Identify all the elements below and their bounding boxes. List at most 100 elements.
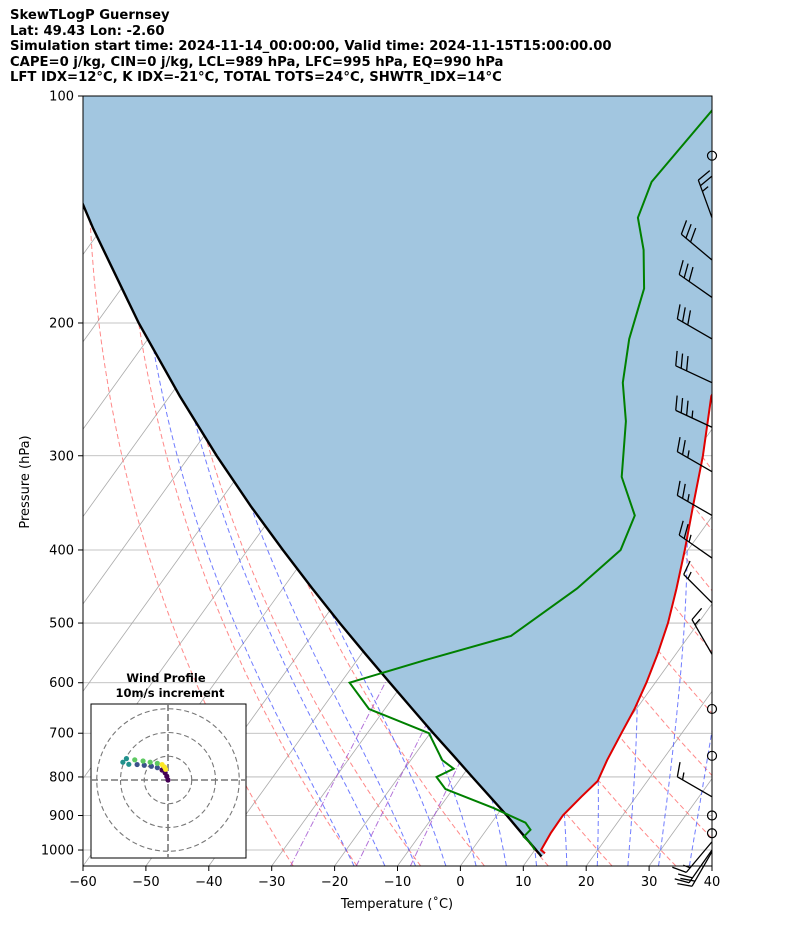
hodograph-point bbox=[132, 757, 138, 763]
wind-barb-half-flag bbox=[694, 618, 701, 626]
isotherm-line bbox=[0, 96, 71, 866]
wind-profile-inset: Wind Profile 10m/s increment bbox=[90, 671, 247, 859]
wind-barb-flag bbox=[678, 520, 684, 536]
wind-barb-flag bbox=[699, 175, 713, 187]
y-tick-label: 300 bbox=[49, 449, 74, 464]
temperature-profile-line bbox=[539, 392, 712, 855]
y-tick-label: 200 bbox=[49, 316, 74, 331]
wind-barb-flag bbox=[675, 395, 678, 411]
wind-barb-flag bbox=[685, 355, 689, 371]
hodograph-point bbox=[147, 759, 153, 765]
location-line: Lat: 49.43 Lon: -2.60 bbox=[10, 23, 165, 39]
hodograph-point bbox=[140, 758, 146, 764]
title-block: SkewTLogP Guernsey Lat: 49.43 Lon: -2.60… bbox=[10, 8, 612, 86]
wind-barb bbox=[675, 350, 713, 384]
chart-title: SkewTLogP Guernsey bbox=[10, 8, 170, 23]
wind-barb bbox=[675, 395, 713, 428]
wind-barb-flag bbox=[683, 263, 689, 279]
wind-barb-staff bbox=[697, 179, 713, 218]
wind-barb bbox=[672, 841, 713, 873]
inset-subtitle: 10m/s increment bbox=[116, 686, 225, 700]
hodograph-point bbox=[120, 759, 126, 765]
cape-layer bbox=[83, 96, 712, 857]
hodograph-ring bbox=[96, 708, 240, 852]
hodograph-point bbox=[134, 761, 140, 768]
wind-barb-half-flag bbox=[702, 186, 709, 192]
wind-barb-staff bbox=[688, 849, 713, 884]
hodograph-point bbox=[148, 763, 154, 769]
wind-barb-calm bbox=[706, 810, 718, 821]
x-tick-label: −30 bbox=[258, 875, 285, 890]
wind-barb-flag bbox=[680, 877, 696, 882]
parcel-profile-line bbox=[83, 201, 543, 858]
x-tick-label: −60 bbox=[69, 875, 96, 890]
x-axis-ticks: −60 −50 −40 −30 −20 −10 0 10 20 30 40 bbox=[69, 866, 720, 890]
wind-barb-staff bbox=[683, 574, 713, 604]
wind-barb-staff bbox=[677, 451, 713, 473]
wind-barb-calm bbox=[706, 828, 718, 839]
x-tick-label: −40 bbox=[195, 875, 222, 890]
wind-barb-staff bbox=[677, 776, 713, 798]
wind-barb bbox=[678, 260, 713, 298]
wind-barb-flag bbox=[677, 873, 693, 879]
wind-barb-flag bbox=[674, 878, 690, 884]
indices-line-1: CAPE=0 j/kg, CIN=0 j/kg, LCL=989 hPa, LF… bbox=[10, 54, 504, 70]
y-tick-label: 100 bbox=[49, 90, 74, 105]
inset-title: Wind Profile bbox=[126, 671, 206, 685]
wind-barb-flag bbox=[676, 762, 681, 777]
hodograph-point bbox=[123, 756, 130, 762]
hodograph-point bbox=[154, 765, 160, 771]
wind-barb-flag bbox=[672, 866, 687, 873]
wind-barb-flag bbox=[691, 607, 703, 621]
y-tick-label: 900 bbox=[49, 809, 74, 824]
wind-barb-flag bbox=[685, 223, 692, 239]
wind-barb bbox=[678, 520, 713, 559]
indices-line-2: LFT IDX=12°C, K IDX=-21°C, TOTAL TOTS=24… bbox=[10, 70, 502, 86]
wind-barb-staff bbox=[678, 273, 713, 298]
y-tick-label: 500 bbox=[49, 617, 74, 632]
wind-barb bbox=[676, 304, 713, 340]
wind-barb bbox=[691, 607, 713, 655]
x-tick-label: 20 bbox=[578, 875, 595, 890]
wind-barb-half-flag bbox=[681, 772, 685, 780]
wind-barb-flag bbox=[676, 304, 681, 320]
wind-barb-half-flag bbox=[687, 450, 690, 458]
wind-barb-half-flag bbox=[691, 410, 694, 419]
hodograph-point bbox=[141, 762, 147, 768]
wind-barb-staff bbox=[677, 494, 713, 517]
wind-barb-flag bbox=[680, 220, 688, 235]
wind-barb-staff bbox=[677, 318, 713, 340]
y-tick-label: 400 bbox=[49, 543, 74, 558]
y-tick-label: 800 bbox=[49, 770, 74, 785]
x-axis-label: Temperature (˚C) bbox=[340, 896, 453, 912]
wind-barb-calm bbox=[706, 150, 718, 161]
wind-barb-flag bbox=[681, 307, 686, 323]
dewpoint-profile-line bbox=[347, 108, 712, 851]
wind-barb-staff bbox=[680, 233, 713, 261]
hodograph-point bbox=[126, 761, 132, 767]
wind-barb-half-flag bbox=[682, 864, 691, 869]
x-tick-label: 40 bbox=[704, 875, 721, 890]
wind-barb-flag bbox=[676, 436, 681, 452]
x-tick-label: −50 bbox=[132, 875, 159, 890]
wind-barb-flag bbox=[688, 266, 694, 282]
wind-barb-staff bbox=[691, 619, 713, 655]
wind-barb bbox=[683, 560, 713, 604]
wind-barb-half-flag bbox=[688, 534, 692, 543]
wind-barb-flag bbox=[675, 350, 678, 366]
y-tick-label: 600 bbox=[49, 676, 74, 691]
y-tick-label: 700 bbox=[49, 727, 74, 742]
isotherm-line bbox=[585, 690, 712, 866]
y-axis-ticks: 100 200 300 400 500 600 700 800 900 1000 bbox=[41, 90, 83, 859]
time-line: Simulation start time: 2024-11-14_00:00:… bbox=[10, 39, 612, 55]
wind-barb-flag bbox=[681, 439, 686, 455]
wind-barb-staff bbox=[675, 409, 713, 428]
wind-barb-flag bbox=[689, 227, 697, 243]
x-tick-label: 10 bbox=[515, 875, 532, 890]
x-tick-label: −10 bbox=[384, 875, 411, 890]
wind-barb bbox=[676, 480, 713, 517]
wind-barb bbox=[680, 220, 713, 261]
wind-barb-flag bbox=[687, 310, 692, 326]
hodograph-point bbox=[154, 760, 160, 766]
wind-barb bbox=[676, 762, 713, 798]
